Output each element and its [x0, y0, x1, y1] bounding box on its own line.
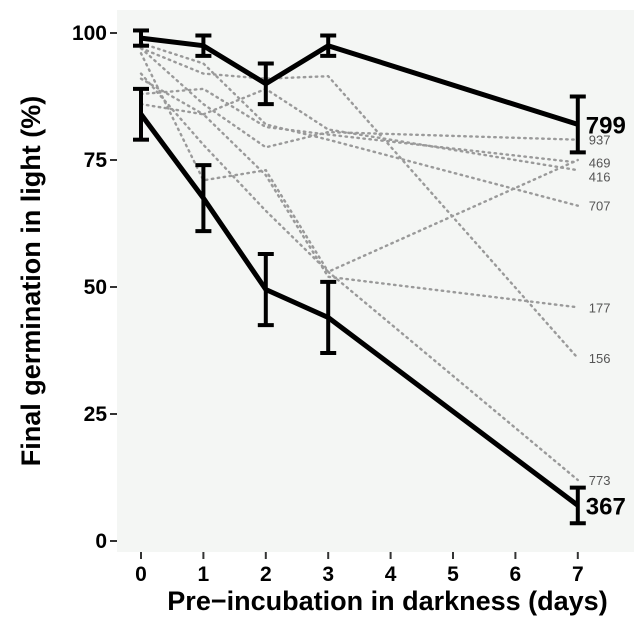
series-end-label-177: 177	[589, 300, 611, 315]
background-series-group	[139, 42, 579, 482]
error-bar-799-7	[569, 94, 586, 155]
background-series-line-156	[139, 47, 579, 360]
series-end-label-367: 367	[586, 493, 626, 520]
error-bar-367-0	[133, 86, 149, 142]
x-tick-label: 2	[260, 563, 272, 586]
x-tick-label: 5	[447, 563, 459, 586]
plot-background	[117, 10, 634, 552]
axes-group: 0 25 50 75 100 0 1 2 3 4 5 6 7	[72, 22, 584, 586]
background-series-line-707	[139, 42, 579, 207]
x-tick-label: 3	[322, 563, 334, 586]
error-bar-367-7	[569, 485, 586, 526]
y-tick-label: 75	[84, 149, 108, 172]
series-end-label-156: 156	[589, 351, 611, 366]
series-end-label-416: 416	[589, 170, 611, 185]
x-tick-label: 7	[572, 563, 584, 586]
background-series-line-177	[139, 102, 579, 309]
background-series-line-469	[139, 87, 579, 164]
y-axis-title: Final germination in light (%)	[16, 96, 46, 467]
error-bar-799-1	[195, 33, 212, 58]
x-tick-label: 0	[135, 563, 147, 586]
series-end-label-469: 469	[589, 156, 611, 171]
error-bar-367-2	[257, 251, 274, 328]
error-bar-799-0	[133, 28, 149, 48]
series-end-label-707: 707	[589, 199, 611, 214]
x-tick-label: 4	[385, 563, 397, 586]
y-tick-label: 50	[84, 276, 107, 299]
background-series-line-unlabeled-7	[139, 72, 579, 274]
highlighted-series-group	[133, 28, 586, 526]
error-bar-367-1	[195, 163, 212, 234]
y-tick-label: 25	[84, 403, 108, 426]
series-end-label-799: 799	[586, 112, 626, 139]
x-axis-title: Pre−incubation in darkness (days)	[167, 586, 607, 616]
background-series-line-937	[139, 47, 579, 149]
y-tick-label: 100	[72, 22, 107, 45]
x-tick-label: 6	[510, 563, 522, 586]
error-bar-367-3	[320, 279, 337, 356]
series-end-label-773: 773	[589, 473, 611, 488]
error-bar-799-3	[320, 33, 337, 58]
x-tick-label: 1	[198, 563, 210, 586]
y-tick-label: 0	[95, 530, 107, 553]
error-bar-799-2	[257, 61, 274, 107]
series-end-label-937: 937	[589, 133, 611, 148]
background-series-line-773	[139, 52, 579, 482]
